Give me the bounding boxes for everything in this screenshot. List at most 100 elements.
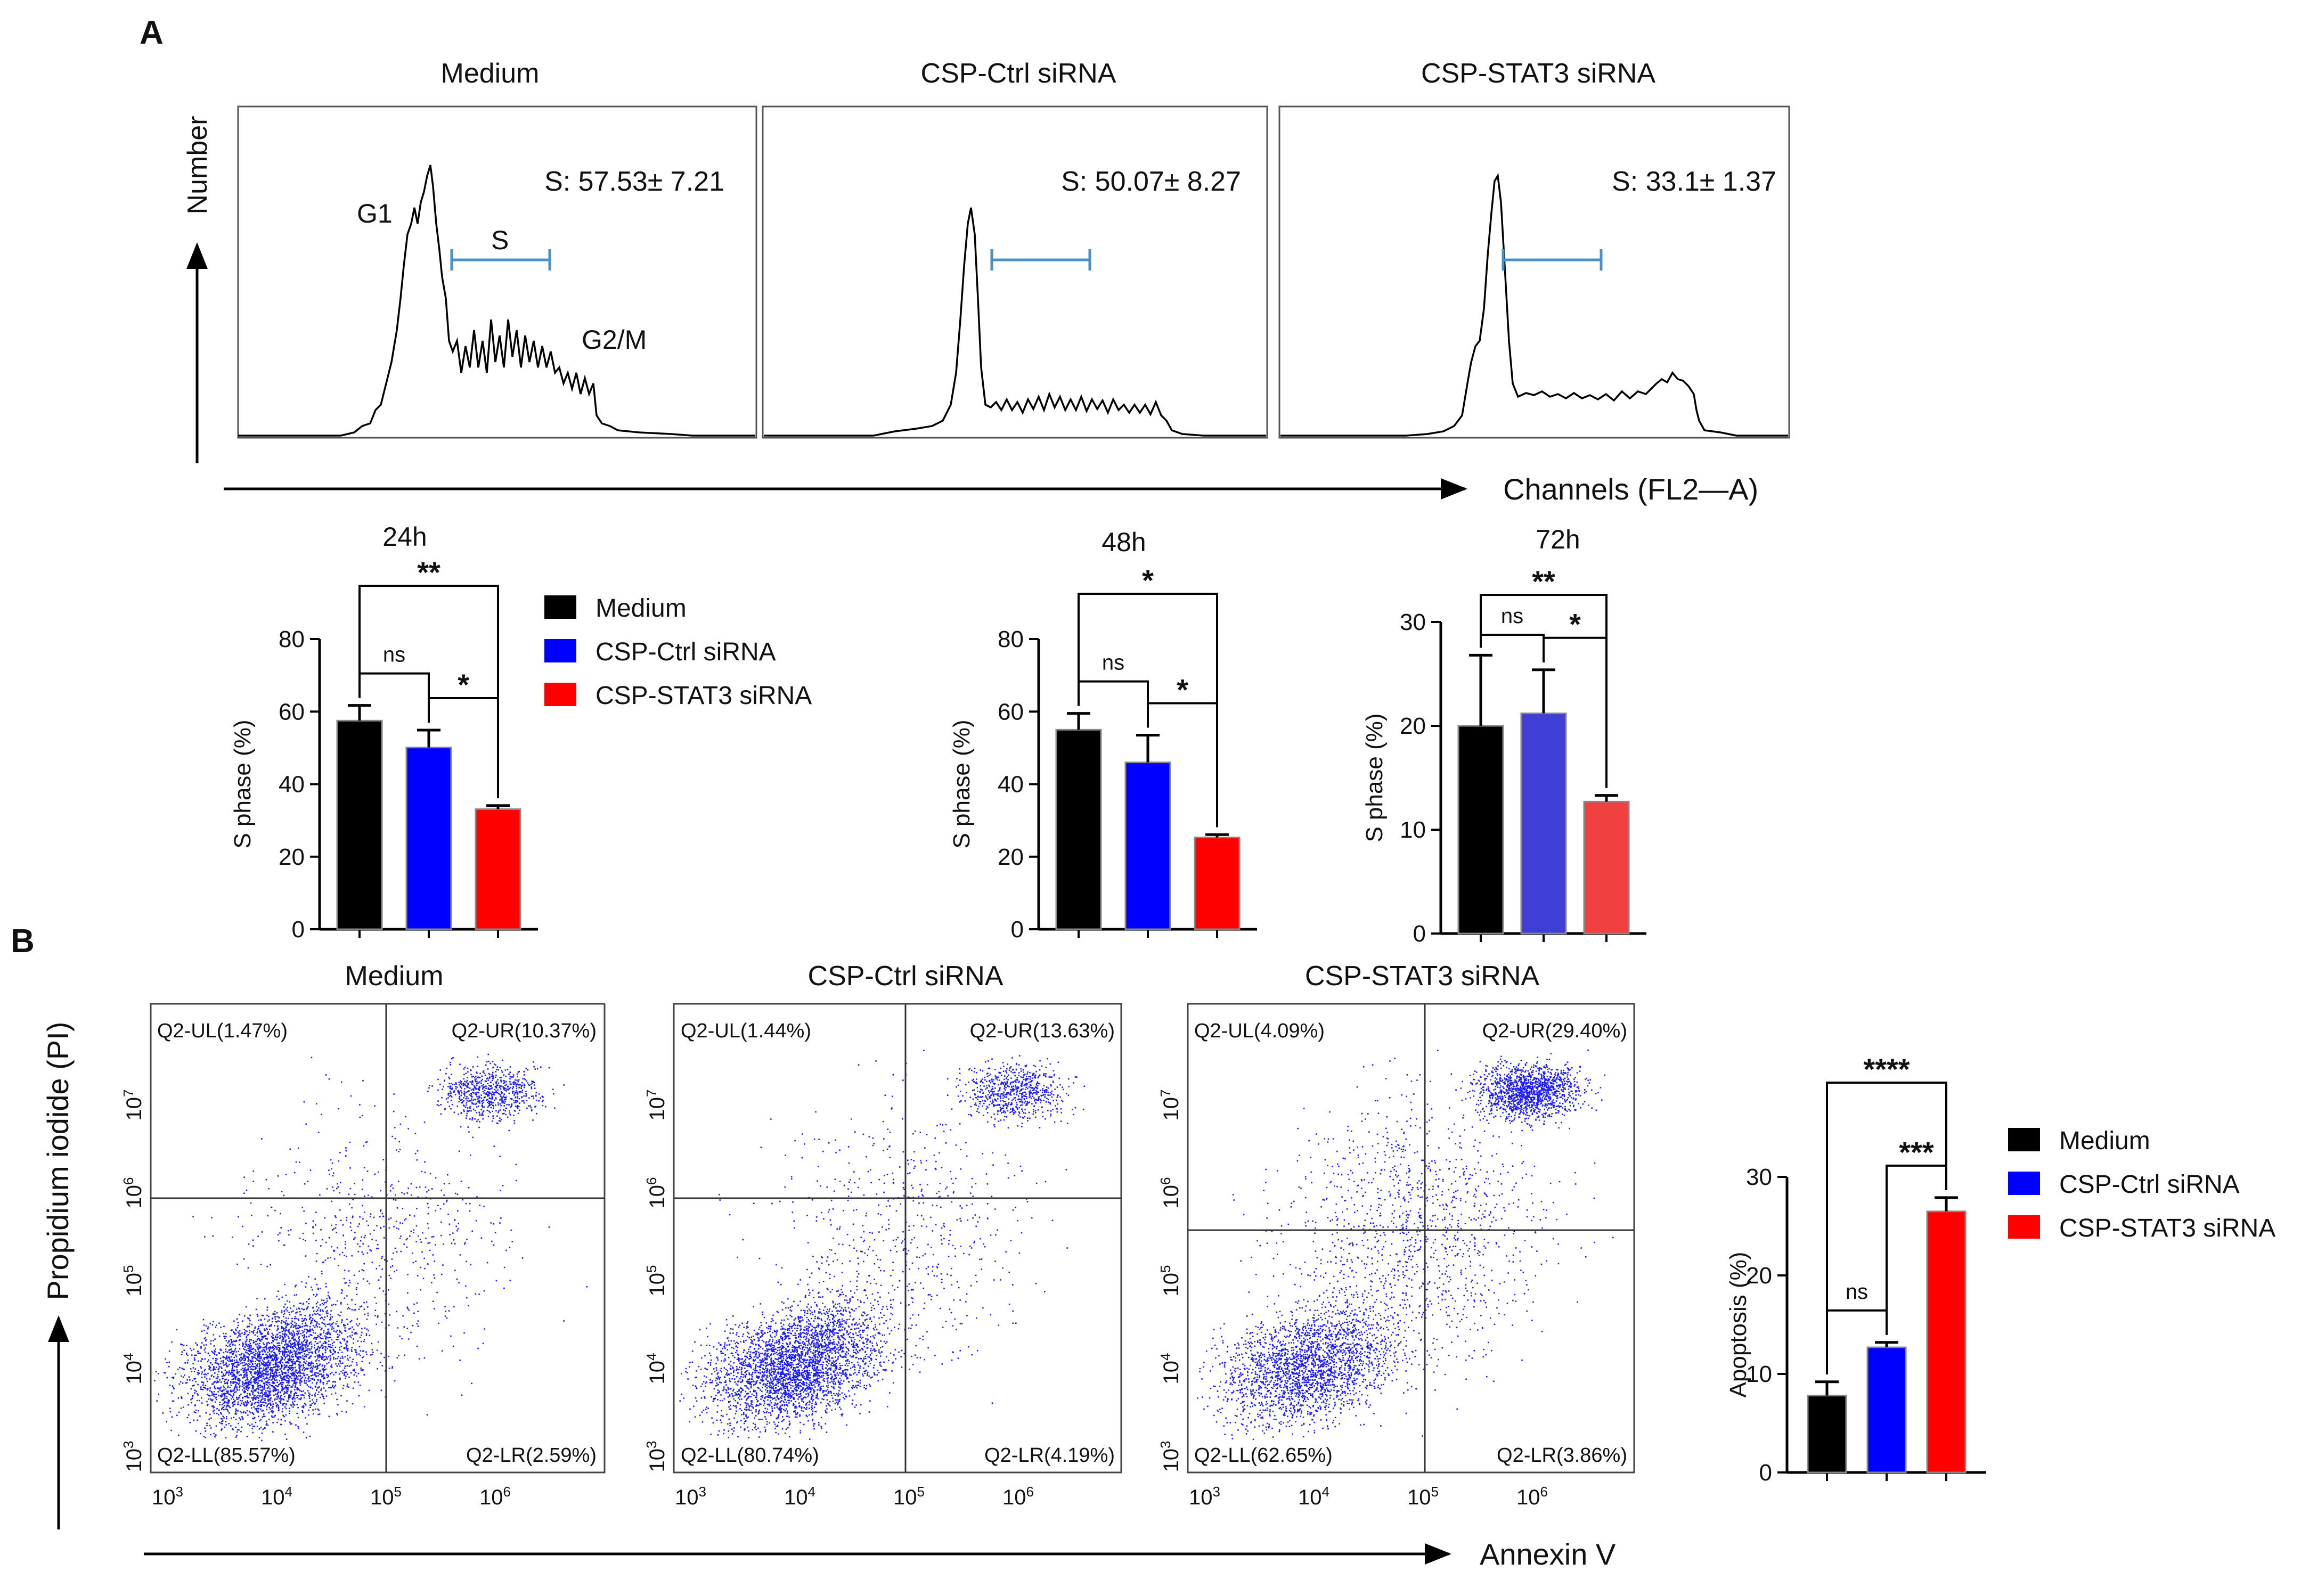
- event-dots: [1197, 1049, 1614, 1441]
- legend-label-ctrl: CSP-Ctrl siRNA: [595, 638, 776, 666]
- y-decade-label: 103: [1157, 1441, 1183, 1472]
- dotplot-stat3: 103 104 105 106 103 104 105 106 107: [1157, 1003, 1635, 1509]
- g2m-label: G2/M: [582, 325, 647, 355]
- s-range-marker-stat3: [1502, 249, 1603, 271]
- legend-b-swatch-stat3: [2008, 1215, 2040, 1239]
- y-decade-label: 104: [1157, 1353, 1183, 1385]
- quad-ul-ctrl: Q2-UL(1.44%): [681, 1020, 811, 1042]
- histogram-box-ctrl: [762, 105, 1268, 439]
- y-tick-label: 40: [279, 772, 305, 798]
- significance-label: *: [458, 668, 469, 701]
- y-tick-label: 10: [1400, 817, 1426, 843]
- x-decade-label: 104: [784, 1484, 815, 1509]
- significance-label: **: [417, 555, 440, 589]
- histogram-trace-stat3: [1280, 173, 1788, 437]
- y-tick-label: 80: [279, 626, 305, 652]
- quad-ur-medium: Q2-UR(10.37%): [452, 1020, 597, 1042]
- chart-title: 24h: [382, 522, 427, 552]
- y-tick-label: 0: [292, 916, 305, 943]
- legend-swatch-medium: [544, 595, 576, 619]
- dotplot-ctrl: 103 104 105 106 103 104 105 106 107: [643, 1003, 1122, 1509]
- histogram-trace-medium: [238, 165, 755, 437]
- significance-bracket: [1078, 593, 1218, 828]
- significance-label: *: [1177, 673, 1188, 707]
- panel-b-label: B: [11, 923, 35, 960]
- y-tick-label: 0: [1413, 921, 1426, 947]
- y-decade-label: 104: [643, 1353, 669, 1385]
- y-decade-label: 106: [120, 1177, 146, 1209]
- histogram-title-stat3: CSP-STAT3 siRNA: [1421, 58, 1655, 89]
- s-label: S: [491, 225, 509, 255]
- bar: [1520, 713, 1567, 935]
- histogram-box-medium: [237, 105, 757, 439]
- y-decade-label: 105: [120, 1265, 146, 1297]
- x-decade-label: 103: [152, 1484, 183, 1509]
- legend-b-label-stat3: CSP-STAT3 siRNA: [2059, 1214, 2275, 1242]
- legend-swatch-stat3: [544, 683, 576, 706]
- dotplot-frame: [673, 1003, 1122, 1474]
- y-decade-label: 107: [1157, 1090, 1183, 1121]
- bar: [1866, 1346, 1907, 1474]
- legend-label-medium: Medium: [595, 594, 687, 623]
- event-dots: [679, 1050, 1086, 1440]
- y-decade-label: 106: [1157, 1177, 1183, 1209]
- significance-bracket: [358, 672, 430, 723]
- significance-label: *: [1142, 563, 1154, 597]
- significance-label: **: [1532, 564, 1555, 598]
- bar: [1055, 729, 1102, 930]
- y-tick-label: 30: [1400, 609, 1426, 635]
- number-axis-label: Number: [182, 116, 213, 215]
- significance-bracket: [1078, 680, 1149, 728]
- significance-bracket: [1480, 634, 1545, 662]
- y-axis-label: S phase (%): [230, 719, 256, 848]
- quad-ul-stat3: Q2-UL(4.09%): [1194, 1020, 1325, 1042]
- y-tick-label: 20: [279, 844, 305, 870]
- s-phase-value-ctrl: S: 50.07± 8.27: [1061, 166, 1241, 197]
- bar: [475, 808, 521, 930]
- bar: [336, 719, 383, 930]
- y-decade-label: 103: [643, 1441, 669, 1472]
- bar: [1124, 762, 1171, 930]
- significance-label: ****: [1863, 1052, 1910, 1086]
- x-decade-label: 103: [675, 1484, 706, 1509]
- y-decade-label: 104: [120, 1353, 146, 1385]
- dotplot-title-stat3: CSP-STAT3 siRNA: [1305, 961, 1539, 992]
- significance-label: *: [1569, 608, 1581, 641]
- bar: [1457, 725, 1504, 935]
- annexin-axis-label: Annexin V: [1480, 1537, 1616, 1571]
- y-decade-label: 105: [643, 1265, 669, 1297]
- panel-a-label: A: [140, 14, 164, 51]
- significance-label: ns: [1102, 651, 1124, 675]
- quad-ll-medium: Q2-LL(85.57%): [157, 1444, 296, 1467]
- legend-b-label-medium: Medium: [2059, 1127, 2150, 1155]
- legend-swatch-ctrl: [544, 639, 576, 662]
- x-decade-label: 106: [1002, 1484, 1034, 1509]
- quad-ur-stat3: Q2-UR(29.40%): [1482, 1020, 1627, 1042]
- bar: [1807, 1395, 1847, 1474]
- dotplot-title-medium: Medium: [345, 961, 444, 992]
- significance-label: ns: [1501, 604, 1523, 628]
- significance-bracket: [1826, 1082, 1947, 1374]
- y-axis-label: S phase (%): [1361, 713, 1388, 842]
- significance-bracket: [1480, 594, 1608, 788]
- channels-axis-label: Channels (FL2—A): [1503, 472, 1758, 506]
- chart-title: 72h: [1536, 525, 1580, 554]
- dotplot-title-ctrl: CSP-Ctrl siRNA: [808, 961, 1003, 992]
- histogram-box-stat3: [1278, 105, 1790, 439]
- x-decade-label: 106: [1516, 1484, 1548, 1509]
- histogram-trace-ctrl: [764, 207, 1266, 437]
- dotplot-medium: 103 104 105 106 103 104 105 106 107: [120, 1003, 606, 1509]
- y-tick-label: 80: [998, 626, 1024, 652]
- pi-axis-label: Propidium iodide (PI): [41, 1022, 75, 1300]
- y-tick-label: 10: [1746, 1361, 1772, 1387]
- y-decade-label: 107: [120, 1090, 146, 1121]
- legend-b-swatch-medium: [2008, 1128, 2040, 1151]
- legend-b-swatch-ctrl: [2008, 1172, 2040, 1195]
- quad-ur-ctrl: Q2-UR(13.63%): [970, 1020, 1115, 1042]
- quad-lr-medium: Q2-LR(2.59%): [466, 1444, 597, 1467]
- y-decade-label: 103: [120, 1441, 146, 1472]
- quad-lr-ctrl: Q2-LR(4.19%): [984, 1444, 1115, 1467]
- x-decade-label: 106: [479, 1484, 511, 1509]
- significance-label: ns: [1846, 1280, 1868, 1304]
